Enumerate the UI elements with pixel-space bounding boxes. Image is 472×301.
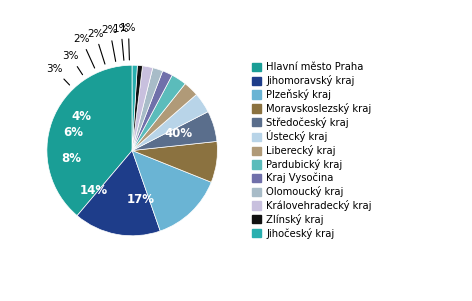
Text: 2%: 2% — [73, 34, 95, 68]
Wedge shape — [132, 150, 211, 231]
Text: 2%: 2% — [87, 29, 105, 64]
Text: 1%: 1% — [120, 23, 137, 60]
Wedge shape — [132, 66, 153, 150]
Wedge shape — [132, 71, 172, 150]
Text: 40%: 40% — [165, 127, 193, 140]
Wedge shape — [47, 65, 132, 216]
Wedge shape — [132, 112, 217, 150]
Text: 14%: 14% — [80, 184, 108, 197]
Wedge shape — [132, 68, 163, 150]
Text: 3%: 3% — [46, 64, 69, 85]
Wedge shape — [132, 95, 208, 150]
Text: 4%: 4% — [71, 110, 91, 123]
Wedge shape — [77, 150, 160, 236]
Legend: Hlavní město Praha, Jihomoravský kraj, Plzeňský kraj, Moravskoslezský kraj, Stře: Hlavní město Praha, Jihomoravský kraj, P… — [251, 61, 374, 240]
Wedge shape — [132, 75, 185, 150]
Text: 17%: 17% — [127, 193, 155, 206]
Text: 1%: 1% — [113, 24, 129, 60]
Wedge shape — [132, 65, 143, 150]
Wedge shape — [132, 141, 218, 182]
Text: 3%: 3% — [62, 51, 83, 75]
Wedge shape — [132, 65, 137, 150]
Wedge shape — [132, 84, 196, 150]
Text: 8%: 8% — [61, 152, 81, 166]
Text: 6%: 6% — [63, 126, 84, 139]
Text: 2%: 2% — [101, 25, 118, 61]
